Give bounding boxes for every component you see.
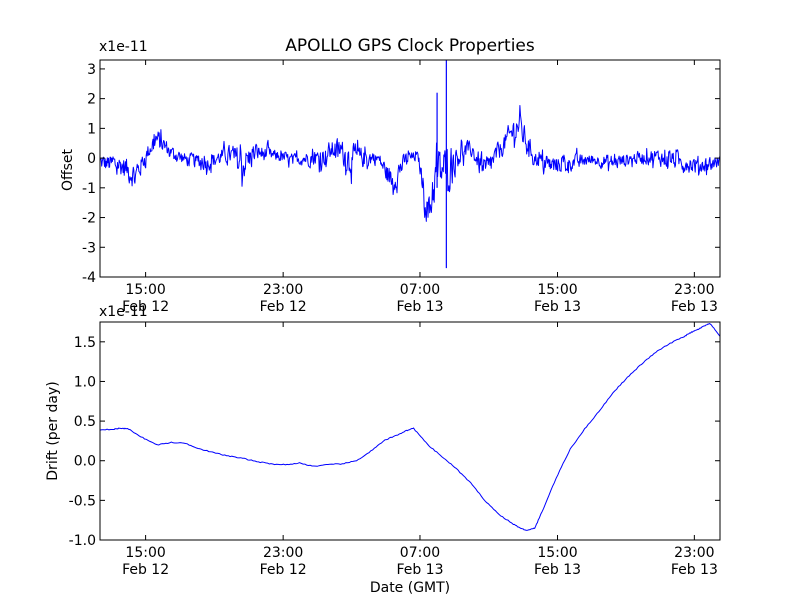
offset-xtick-date: Feb 13 [671, 299, 718, 315]
drift-xtick-date: Feb 13 [671, 562, 718, 578]
drift-xtick-date: Feb 13 [534, 562, 581, 578]
offset-xtick-date: Feb 12 [260, 299, 307, 315]
offset-xtick-date: Feb 12 [122, 299, 169, 315]
drift-panel: x1e-11 Drift (per day) -1.0 -0.5 0.0 0.5 1.0… [45, 304, 721, 596]
drift-ylabel: Drift (per day) [45, 381, 61, 480]
drift-series-line [99, 323, 721, 531]
drift-xtick-time: 23:00 [263, 545, 303, 561]
offset-ytick-label: -3 [82, 240, 96, 256]
drift-ytick-label: 0.5 [74, 414, 96, 430]
drift-axes-frame [99, 321, 721, 541]
offset-ytick-label: 0 [87, 151, 96, 167]
offset-ytick-label: 2 [87, 92, 96, 108]
drift-xtick-time: 07:00 [400, 545, 440, 561]
drift-ytick-label: -1.0 [69, 533, 96, 549]
offset-ylabel: Offset [60, 148, 76, 191]
drift-multiplier: x1e-11 [99, 304, 148, 320]
offset-xtick-date: Feb 13 [396, 299, 443, 315]
drift-plot-area [99, 323, 721, 531]
drift-ytick-label: 1.5 [74, 335, 96, 351]
drift-xlabel: Date (GMT) [370, 580, 450, 596]
offset-xtick-date: Feb 13 [534, 299, 581, 315]
drift-xtick-time: 23:00 [674, 545, 714, 561]
offset-series-line [99, 105, 721, 222]
offset-xtick-time: 23:00 [263, 282, 303, 298]
offset-xtick-time: 15:00 [537, 282, 577, 298]
drift-xtick-time: 15:00 [125, 545, 165, 561]
offset-plot-area [99, 60, 721, 269]
offset-ytick-label: 1 [87, 121, 96, 137]
offset-axes-frame [99, 59, 721, 278]
offset-xtick-time: 23:00 [674, 282, 714, 298]
drift-ytick-label: 1.0 [74, 374, 96, 390]
drift-xtick-date: Feb 12 [260, 562, 307, 578]
offset-multiplier: x1e-11 [99, 39, 148, 55]
offset-xtick-time: 07:00 [400, 282, 440, 298]
offset-ytick-label: -2 [82, 211, 96, 227]
drift-ytick-label: 0.0 [74, 454, 96, 470]
drift-ytick-label: -0.5 [69, 493, 96, 509]
drift-xtick-date: Feb 12 [122, 562, 169, 578]
chart-title: APOLLO GPS Clock Properties [285, 36, 535, 56]
offset-y-ticks: -4 -3 -2 -1 0 1 2 3 [82, 62, 720, 286]
drift-xtick-time: 15:00 [537, 545, 577, 561]
drift-xtick-date: Feb 13 [396, 562, 443, 578]
drift-y-ticks: -1.0 -0.5 0.0 0.5 1.0 1.5 [69, 335, 720, 549]
offset-ytick-label: -1 [82, 181, 96, 197]
offset-xtick-time: 15:00 [125, 282, 165, 298]
offset-ytick-label: -4 [82, 270, 96, 286]
offset-ytick-label: 3 [87, 62, 96, 78]
